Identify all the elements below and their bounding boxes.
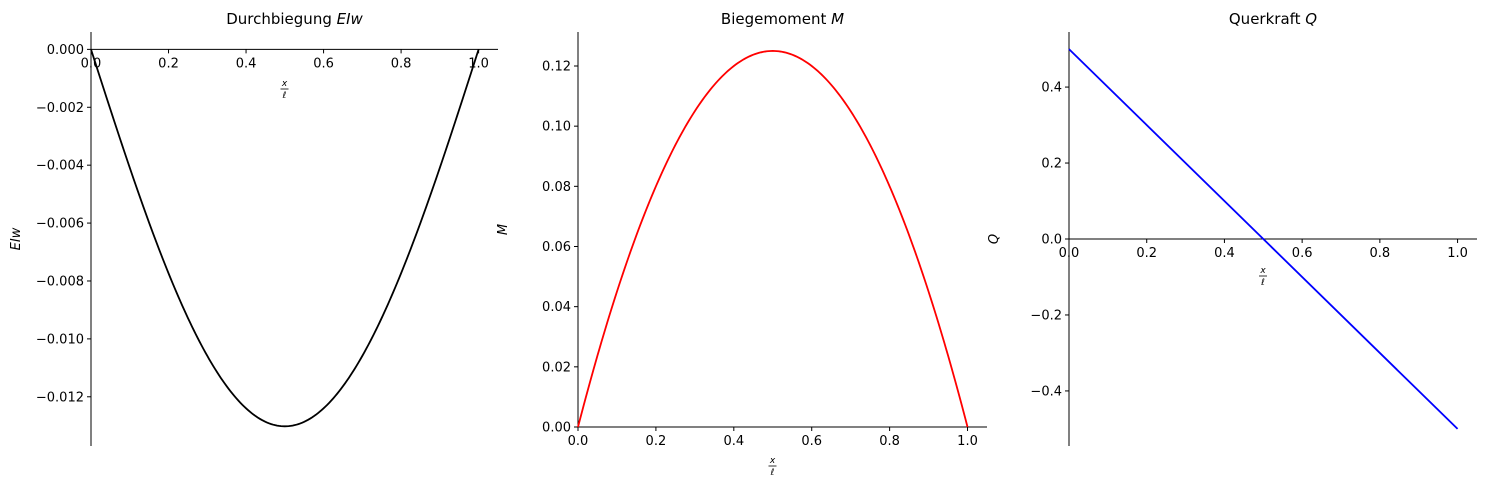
x-tick-label: 0.4 xyxy=(1214,246,1235,261)
x-axis-label-denominator: ℓ xyxy=(770,468,775,478)
chart-shear-force: Querkraft Q 0.0 0.2 0.4 0.6 0.8 1.0 0.4 0.2 0.0 −0… xyxy=(987,10,1477,446)
x-tick-label: 0.2 xyxy=(646,434,667,449)
chart-title: Querkraft Q xyxy=(1229,10,1317,28)
y-tick-label: 0.2 xyxy=(1041,157,1062,172)
chart-title-text: Durchbiegung xyxy=(226,10,336,28)
y-tick-label: 0.04 xyxy=(542,300,571,315)
series-line xyxy=(90,49,480,428)
chart-title-symbol: Q xyxy=(1305,10,1317,28)
y-tick-label: −0.004 xyxy=(36,159,84,174)
x-tick-label: 0.0 xyxy=(568,434,589,449)
chart-title-symbol: EIw xyxy=(337,10,364,28)
series-line xyxy=(577,50,969,428)
chart-title-symbol: M xyxy=(831,10,844,28)
x-tick-label: 0.6 xyxy=(1292,246,1313,261)
x-tick-label: 0.8 xyxy=(391,56,412,71)
y-axis-label: EIw xyxy=(9,227,24,250)
y-tick-label: 0.0 xyxy=(1041,233,1062,248)
chart-title-text: Querkraft xyxy=(1229,10,1305,28)
x-axis-label-denominator: ℓ xyxy=(282,91,287,101)
x-tick-label: 0.4 xyxy=(723,434,744,449)
x-tick-label: 0.2 xyxy=(1136,246,1157,261)
x-tick-label: 0.6 xyxy=(801,434,822,449)
x-axis-label-numerator: x xyxy=(1259,266,1266,276)
x-tick-label: 1.0 xyxy=(1447,246,1468,261)
y-tick-label: −0.4 xyxy=(1030,384,1062,399)
x-tick-label: 0.4 xyxy=(236,56,257,71)
x-axis-label-numerator: x xyxy=(281,79,288,89)
y-axis-label: M xyxy=(496,224,511,235)
y-tick-label: 0.06 xyxy=(542,240,571,255)
y-tick-label: −0.006 xyxy=(36,217,84,232)
y-tick-label: 0.02 xyxy=(542,360,571,375)
y-tick-label: 0.000 xyxy=(47,43,84,58)
y-tick-label: −0.002 xyxy=(36,101,84,116)
x-axis-label-denominator: ℓ xyxy=(1260,278,1265,288)
y-tick-label: −0.2 xyxy=(1030,308,1062,323)
x-axis-label-numerator: x xyxy=(769,456,776,466)
chart-title: Biegemoment M xyxy=(721,10,844,28)
y-tick-label: −0.010 xyxy=(36,332,84,347)
y-tick-label: 0.4 xyxy=(1041,81,1062,96)
y-tick-label: 0.08 xyxy=(542,180,571,195)
y-tick-label: −0.012 xyxy=(36,390,84,405)
series-line xyxy=(1068,48,1459,430)
chart-bending-moment: Biegemoment M 0.0 0.2 0.4 0.6 0.8 1.0 0.00 0.02 0… xyxy=(496,10,987,478)
y-tick-label: 0.10 xyxy=(542,120,571,135)
y-tick-label: −0.008 xyxy=(36,274,84,289)
y-axis-label: Q xyxy=(987,234,1002,244)
chart-title-text: Biegemoment xyxy=(721,10,831,28)
x-tick-label: 0.6 xyxy=(313,56,334,71)
y-tick-label: 0.00 xyxy=(542,421,571,436)
x-tick-label: 0.2 xyxy=(158,56,179,71)
x-tick-label: 0.8 xyxy=(879,434,900,449)
x-tick-label: 0.0 xyxy=(1059,246,1080,261)
x-tick-label: 1.0 xyxy=(957,434,978,449)
x-tick-label: 0.8 xyxy=(1370,246,1391,261)
chart-title: Durchbiegung EIw xyxy=(226,10,363,28)
y-tick-label: 0.12 xyxy=(542,59,571,74)
